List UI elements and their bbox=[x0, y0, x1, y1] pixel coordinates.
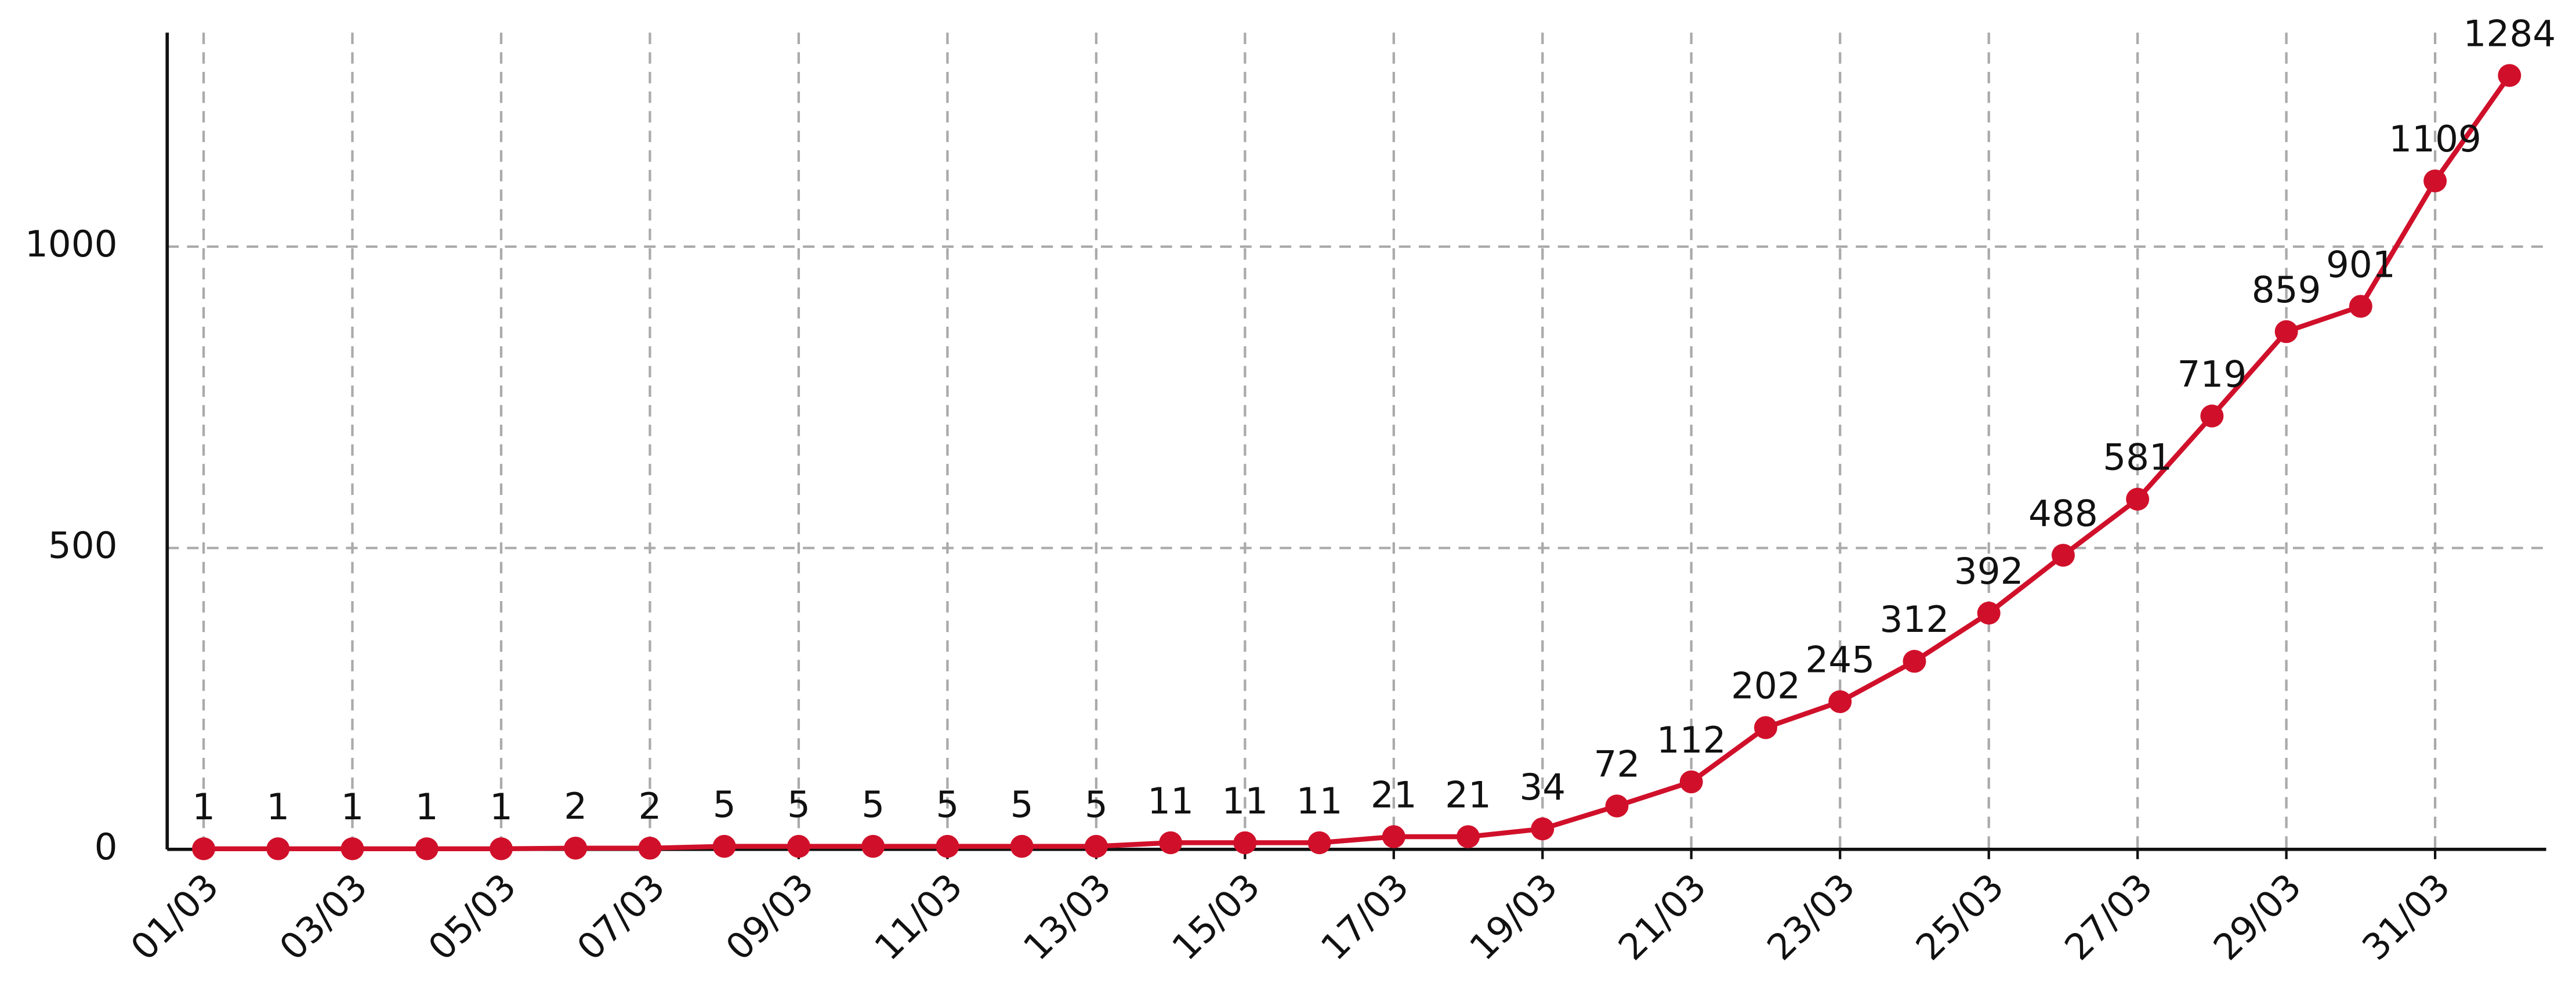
point bbox=[2274, 320, 2298, 343]
point bbox=[1679, 770, 1703, 794]
point bbox=[1605, 794, 1629, 818]
point bbox=[1084, 834, 1108, 858]
data-label: 245 bbox=[1805, 639, 1875, 681]
data-label: 21 bbox=[1371, 774, 1417, 816]
point bbox=[1307, 831, 1331, 855]
point bbox=[1531, 817, 1555, 841]
point bbox=[2349, 295, 2372, 318]
point bbox=[1233, 831, 1257, 855]
x-tick-label: 15/03 bbox=[1164, 865, 1268, 968]
point bbox=[638, 837, 662, 860]
x-tick-label: 09/03 bbox=[718, 865, 822, 968]
point bbox=[2051, 544, 2075, 567]
x-tick-label: 31/03 bbox=[2354, 865, 2458, 968]
data-label: 202 bbox=[1731, 665, 1800, 707]
data-label: 1 bbox=[192, 786, 215, 829]
data-label: 392 bbox=[1954, 550, 2024, 592]
data-label: 2 bbox=[564, 786, 587, 828]
x-tick-label: 21/03 bbox=[1610, 865, 1715, 968]
y-tick-label: 500 bbox=[48, 525, 118, 567]
data-label: 5 bbox=[713, 783, 736, 826]
y-tick-label: 0 bbox=[95, 826, 118, 868]
point bbox=[2498, 64, 2521, 87]
point bbox=[1382, 825, 1405, 848]
x-tick-label: 27/03 bbox=[2056, 865, 2161, 968]
data-label: 1 bbox=[415, 786, 439, 829]
point bbox=[861, 834, 885, 858]
data-label: 112 bbox=[1657, 719, 1726, 761]
point bbox=[787, 834, 810, 858]
data-label: 488 bbox=[2028, 493, 2098, 535]
point bbox=[1457, 825, 1480, 848]
point bbox=[415, 837, 439, 860]
x-tick-label: 01/03 bbox=[122, 865, 227, 968]
data-label: 5 bbox=[787, 783, 810, 826]
x-tick-label: 19/03 bbox=[1461, 865, 1566, 968]
data-label: 5 bbox=[936, 783, 959, 826]
line bbox=[204, 74, 2512, 852]
point bbox=[1010, 834, 1034, 858]
data-label: 72 bbox=[1594, 743, 1640, 786]
data-label: 1284 bbox=[2463, 13, 2556, 55]
point bbox=[192, 837, 216, 860]
data-label: 5 bbox=[861, 783, 885, 826]
point bbox=[564, 837, 588, 860]
point bbox=[2200, 404, 2224, 428]
x-tick-label: 05/03 bbox=[420, 865, 524, 968]
point bbox=[340, 837, 364, 860]
x-tick-label: 07/03 bbox=[569, 865, 673, 968]
data-label: 1109 bbox=[2389, 118, 2481, 161]
data-label: 1 bbox=[341, 786, 364, 829]
data-label: 2 bbox=[638, 786, 661, 828]
data-label: 719 bbox=[2177, 353, 2247, 396]
data-label: 5 bbox=[1085, 783, 1108, 826]
point bbox=[1828, 690, 1852, 714]
data-label: 5 bbox=[1010, 783, 1034, 826]
data-label: 11 bbox=[1296, 780, 1343, 822]
point bbox=[712, 834, 736, 858]
point bbox=[1903, 650, 1926, 673]
point bbox=[2423, 169, 2447, 193]
x-tick-label: 25/03 bbox=[1908, 865, 2012, 968]
y-tick-label: 1000 bbox=[25, 223, 118, 265]
x-tick-label: 13/03 bbox=[1015, 865, 1119, 968]
x-tick-label: 23/03 bbox=[1759, 865, 1863, 968]
x-tick-label: 29/03 bbox=[2205, 865, 2310, 968]
data-label: 312 bbox=[1880, 599, 1950, 641]
x-tick-label: 11/03 bbox=[866, 865, 970, 968]
data-label: 1 bbox=[266, 786, 289, 829]
data-label: 901 bbox=[2326, 244, 2396, 286]
data-label: 34 bbox=[1519, 766, 1566, 808]
point bbox=[490, 837, 513, 860]
point bbox=[2126, 487, 2150, 511]
point bbox=[1159, 831, 1183, 855]
point bbox=[1977, 601, 2001, 625]
point bbox=[266, 837, 290, 860]
data-label: 11 bbox=[1147, 780, 1194, 822]
data-label: 11 bbox=[1222, 780, 1268, 822]
x-tick-label: 17/03 bbox=[1313, 865, 1417, 968]
data-label: 581 bbox=[2103, 436, 2172, 479]
data-label: 21 bbox=[1445, 774, 1491, 816]
x-tick-label: 03/03 bbox=[271, 865, 376, 968]
data-label: 859 bbox=[2252, 269, 2321, 311]
point bbox=[936, 834, 959, 858]
point bbox=[1754, 716, 1777, 739]
data-label: 1 bbox=[490, 786, 513, 829]
